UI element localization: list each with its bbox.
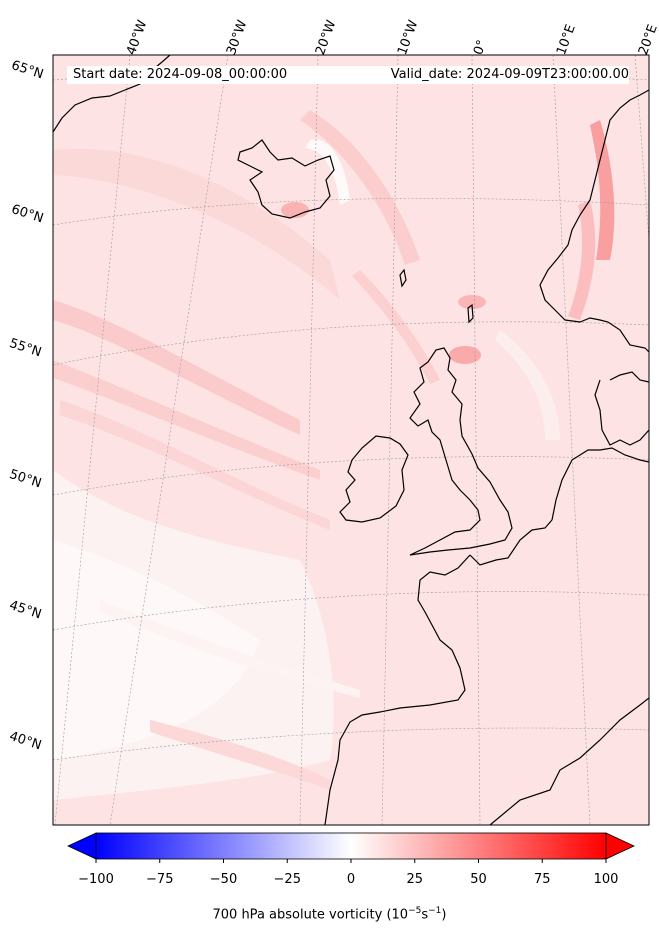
map-frame [52, 54, 650, 826]
graticule [53, 55, 649, 825]
colorbar-tick-label: 25 [406, 872, 424, 887]
colorbar-tick-label: 50 [470, 872, 487, 887]
colorbar-tick-label: −100 [78, 872, 114, 887]
colorbar-tick-label: 0 [346, 872, 356, 887]
colorbar [67, 832, 635, 863]
colorbar-tick-label: −50 [209, 872, 238, 887]
start-date-label: Start date: 2024-09-08_00:00:00 [73, 67, 288, 82]
colorbar-tick-label: 75 [533, 872, 551, 887]
date-header: Start date: 2024-09-08_00:00:00 Valid_da… [67, 66, 629, 84]
colorbar-tick-label: 100 [593, 872, 619, 887]
colorbar-tick-label: −25 [273, 872, 301, 887]
colorbar-title: 700 hPa absolute vorticity (10−5s−1) [212, 906, 447, 923]
valid-date-label: Valid_date: 2024-09-09T23:00:00.00 [390, 67, 629, 82]
colorbar-tick-label: −75 [146, 872, 174, 887]
vorticity-field [53, 55, 649, 825]
